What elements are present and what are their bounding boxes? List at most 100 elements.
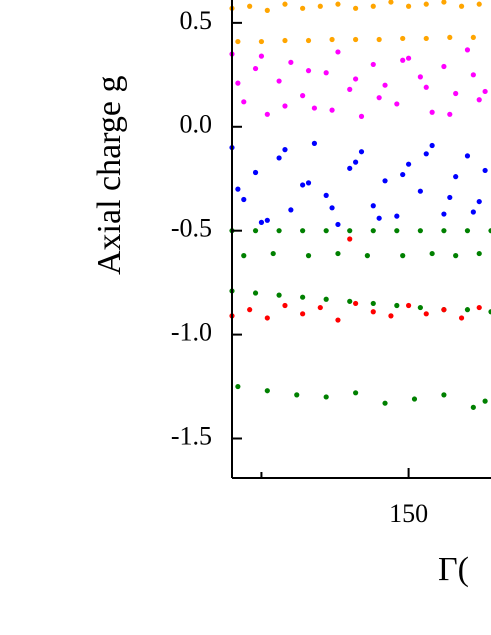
point [370,203,376,209]
y-axis-label: Axial charge g [91,75,128,275]
point [323,192,329,198]
point [305,68,312,74]
point [453,90,459,97]
point [370,61,376,68]
point [300,228,306,234]
point [447,194,453,201]
point [464,228,471,234]
point [353,300,359,307]
point [300,182,306,188]
point [394,101,400,107]
point [482,398,488,404]
point [264,217,270,223]
y-tick-label: -0.5 [171,214,212,243]
point [329,205,335,211]
point [388,313,394,319]
point [488,228,491,234]
point [470,72,476,78]
point [476,250,482,257]
point [400,171,406,178]
y-tick-label: -1.5 [171,421,212,450]
point [347,86,353,92]
point [470,34,476,41]
point [282,37,288,44]
point [247,3,253,9]
point [276,228,282,234]
point [476,304,482,311]
point [441,0,447,5]
point [276,78,282,84]
point [323,70,329,76]
point [305,253,312,259]
point [394,213,400,219]
point [311,105,318,111]
point [335,250,341,257]
point [353,159,359,165]
point [347,228,353,234]
point [464,307,471,313]
point [258,38,265,45]
point [241,196,247,203]
point [264,315,270,321]
point [335,317,341,323]
series [229,140,488,228]
point [376,36,382,43]
point [347,236,353,242]
point [382,178,388,184]
point [405,302,412,309]
point [423,35,429,42]
point [235,80,241,86]
point [282,147,288,153]
point [423,311,429,317]
point [353,390,359,396]
point [252,228,259,234]
point [329,107,335,113]
point [264,7,270,13]
point [282,302,288,309]
point [241,99,247,105]
point [317,3,323,9]
point [370,3,376,9]
point [417,304,423,311]
point [323,296,329,302]
point [476,97,482,103]
point [376,215,382,221]
point [458,3,465,9]
point [258,219,265,225]
point [382,400,388,406]
point [370,228,376,234]
point [317,304,323,311]
point [288,59,294,65]
point [347,165,353,171]
point [370,300,376,307]
point [252,169,259,176]
point [470,209,476,215]
point [282,103,288,109]
point [353,36,359,43]
point [335,1,341,7]
point [441,228,447,234]
y-tick-label: 0.0 [180,110,213,139]
point [264,111,270,117]
point [252,290,259,296]
y-tick-label: 0.5 [180,6,213,35]
point [276,155,282,161]
point [347,298,353,304]
point [252,65,259,72]
point [411,396,418,402]
point [482,167,488,174]
point [258,53,265,59]
point [276,292,282,298]
x-tick-label: 150 [389,499,428,528]
point [305,180,312,186]
point [423,151,429,157]
series [229,236,482,323]
point [394,228,400,234]
point [300,311,306,317]
point [405,161,412,167]
point [235,383,241,390]
point [400,35,406,42]
point [288,207,294,213]
point [294,392,300,398]
point [382,82,388,88]
